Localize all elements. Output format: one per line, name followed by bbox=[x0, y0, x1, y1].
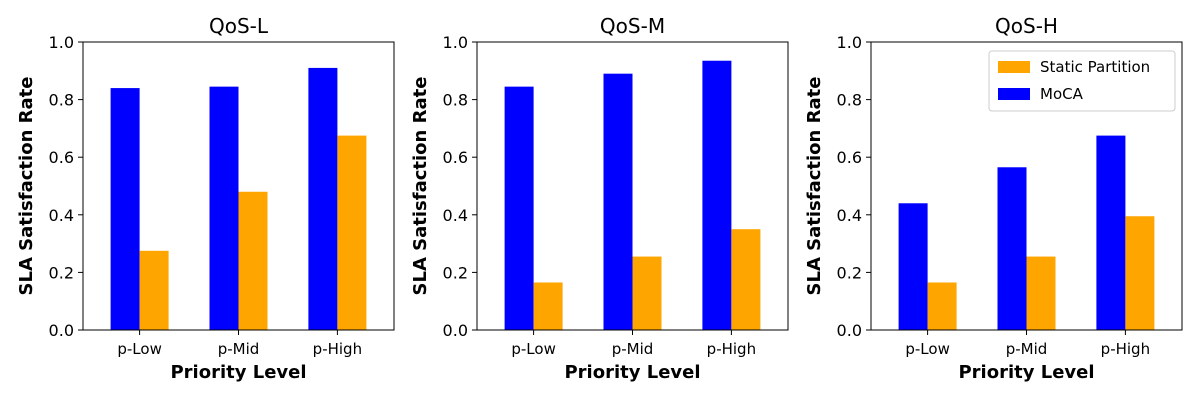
bar-static-p-high bbox=[1125, 216, 1155, 330]
x-tick-label: p-Mid bbox=[612, 340, 654, 358]
bar-moca-p-low bbox=[110, 88, 140, 330]
bar-moca-p-low bbox=[898, 203, 928, 330]
x-axis-label: Priority Level bbox=[564, 362, 700, 383]
bar-static-p-low bbox=[139, 250, 169, 330]
legend-box bbox=[988, 50, 1176, 112]
y-axis-label: SLA Satisfaction Rate bbox=[804, 77, 825, 296]
x-tick-label: p-Mid bbox=[218, 340, 260, 358]
panel-qos-l: QoS-L 0.0 0.2 0.4 0.6 0.8 1.0 p-Low p-Mid p-High P… bbox=[16, 14, 395, 383]
bar-static-p-high bbox=[731, 229, 761, 330]
chart-title: QoS-M bbox=[600, 14, 665, 38]
bar-moca-p-high bbox=[702, 60, 732, 330]
bar-moca-p-mid bbox=[603, 73, 633, 331]
x-axis-label: Priority Level bbox=[170, 362, 306, 383]
y-tick-label: 0.2 bbox=[837, 263, 862, 282]
y-tick-label: 1.0 bbox=[837, 33, 862, 52]
y-tick-label: 0.2 bbox=[443, 263, 468, 282]
y-tick-label: 0.6 bbox=[837, 148, 862, 167]
bar-static-p-mid bbox=[1026, 256, 1056, 330]
bar-static-p-high bbox=[337, 135, 367, 330]
y-tick-label: 0.0 bbox=[443, 321, 468, 340]
y-tick-label: 0.0 bbox=[49, 321, 74, 340]
bar-moca-p-mid bbox=[997, 167, 1027, 330]
bar-static-p-mid bbox=[632, 256, 662, 330]
panel-qos-m: QoS-M 0.0 0.2 0.4 0.6 0.8 1.0 p-Low p-Mid p-High P… bbox=[410, 14, 789, 383]
bar-static-p-mid bbox=[238, 191, 268, 330]
chart-title: QoS-L bbox=[209, 14, 269, 38]
y-tick-label: 0.8 bbox=[837, 91, 862, 110]
y-tick-label: 0.8 bbox=[443, 91, 468, 110]
x-tick-label: p-High bbox=[1101, 340, 1150, 358]
x-tick-label: p-High bbox=[313, 340, 362, 358]
bar-moca-p-mid bbox=[209, 86, 239, 330]
legend-swatch-moca bbox=[998, 88, 1030, 100]
y-tick-label: 0.4 bbox=[49, 206, 74, 225]
y-tick-label: 0.0 bbox=[837, 321, 862, 340]
x-tick-label: p-Mid bbox=[1006, 340, 1048, 358]
bar-moca-p-high bbox=[1096, 135, 1126, 330]
y-tick-label: 1.0 bbox=[49, 33, 74, 52]
x-tick-label: p-Low bbox=[117, 340, 161, 358]
legend-label-static: Static Partition bbox=[1040, 58, 1150, 76]
y-tick-label: 0.8 bbox=[49, 91, 74, 110]
y-tick-label: 0.4 bbox=[443, 206, 468, 225]
x-tick-label: p-Low bbox=[905, 340, 949, 358]
y-tick-label: 1.0 bbox=[443, 33, 468, 52]
bar-static-p-low bbox=[533, 282, 563, 330]
bar-static-p-low bbox=[927, 282, 957, 330]
y-tick-label: 0.6 bbox=[49, 148, 74, 167]
panel-qos-h: QoS-H 0.0 0.2 0.4 0.6 0.8 1.0 p-Low p-Mid p-High P… bbox=[804, 14, 1183, 383]
x-axis-label: Priority Level bbox=[958, 362, 1094, 383]
y-tick-label: 0.6 bbox=[443, 148, 468, 167]
legend-swatch-static bbox=[998, 61, 1030, 73]
y-axis-label: SLA Satisfaction Rate bbox=[410, 77, 431, 296]
x-tick-label: p-Low bbox=[511, 340, 555, 358]
legend-label-moca: MoCA bbox=[1040, 85, 1084, 103]
bar-moca-p-high bbox=[308, 67, 338, 331]
y-axis-label: SLA Satisfaction Rate bbox=[16, 77, 37, 296]
bar-moca-p-low bbox=[504, 86, 534, 330]
y-tick-label: 0.2 bbox=[49, 263, 74, 282]
chart-title: QoS-H bbox=[995, 14, 1058, 38]
y-tick-label: 0.4 bbox=[837, 206, 862, 225]
x-tick-label: p-High bbox=[707, 340, 756, 358]
